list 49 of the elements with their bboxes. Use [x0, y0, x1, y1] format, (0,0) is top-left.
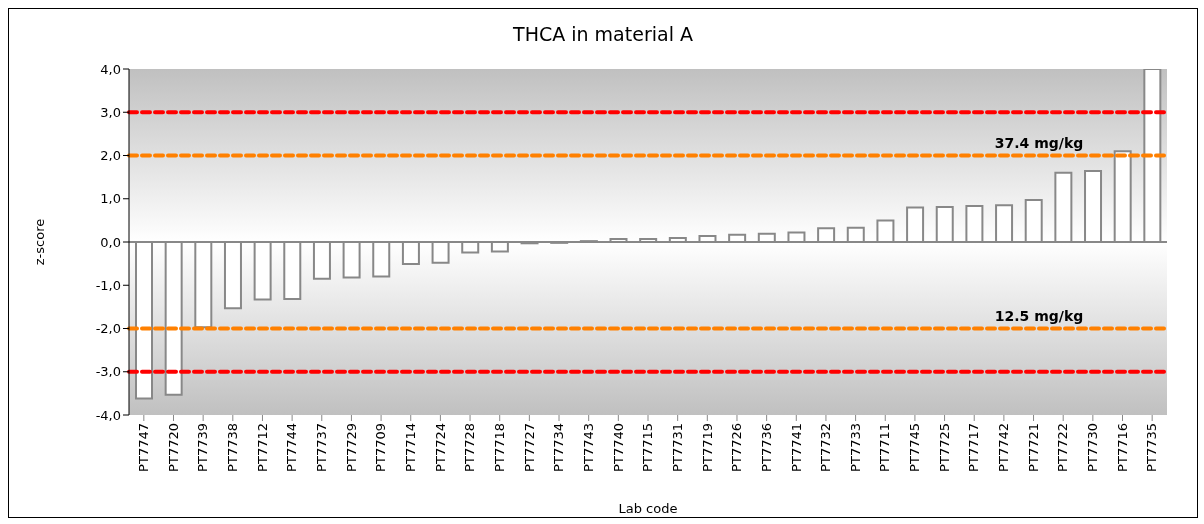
y-tick-label: -1,0: [95, 277, 121, 293]
x-tick-label: PT7747: [136, 423, 152, 472]
x-tick-label: PT7720: [165, 423, 181, 472]
x-tick-label: PT7732: [818, 423, 834, 472]
x-tick-label: PT7743: [580, 423, 596, 472]
annotation: 12.5 mg/kg: [993, 308, 1085, 324]
x-tick-label: PT7736: [758, 423, 774, 472]
y-tick-label: 0,0: [100, 234, 121, 250]
y-tick-label: -2,0: [95, 321, 121, 337]
x-tick-label: PT7730: [1085, 423, 1101, 472]
y-tick-label: 3,0: [100, 104, 121, 120]
x-tick-label: PT7712: [254, 423, 270, 472]
x-tick-label: PT7737: [314, 423, 329, 472]
y-tick-label: 4,0: [100, 61, 121, 77]
x-tick-label: PT7739: [195, 423, 211, 472]
x-tick-label: PT7726: [729, 423, 745, 472]
y-axis-title: z-score: [31, 218, 47, 266]
x-tick-label: PT7742: [996, 423, 1012, 472]
x-axis-title: Lab code: [618, 501, 678, 516]
x-tick-label: PT7744: [284, 423, 300, 472]
annotation: 37.4 mg/kg: [993, 135, 1085, 151]
x-tick-label: PT7740: [610, 423, 626, 472]
x-tick-label: PT7729: [343, 423, 359, 472]
x-tick-label: PT7718: [491, 423, 507, 472]
x-tick-label: PT7725: [936, 423, 952, 472]
x-tick-label: PT7728: [462, 423, 478, 472]
x-tick-label: PT7709: [373, 423, 389, 472]
x-tick-label: PT7715: [640, 423, 656, 472]
x-tick-label: PT7714: [402, 423, 418, 472]
x-tick-label: PT7745: [907, 423, 923, 472]
x-tick-label: PT7727: [521, 423, 537, 472]
x-tick-label: PT7738: [225, 423, 241, 472]
x-tick-label: PT7741: [788, 423, 804, 472]
y-tick-label: 1,0: [100, 191, 121, 207]
y-tick-label: -3,0: [95, 364, 121, 380]
x-tick-label: PT7719: [699, 423, 715, 472]
x-tick-label: PT7734: [551, 423, 567, 472]
y-tick-label: -4,0: [95, 407, 121, 423]
y-tick-label: 2,0: [100, 148, 121, 164]
x-tick-label: PT7724: [432, 423, 448, 472]
x-tick-label: PT7731: [669, 423, 685, 472]
x-tick-label: PT7721: [1025, 423, 1041, 472]
x-tick-label: PT7722: [1055, 423, 1071, 472]
chart-title: THCA in material A: [512, 23, 694, 45]
x-tick-label: PT7716: [1114, 423, 1130, 472]
x-tick-label: PT7735: [1144, 423, 1160, 472]
x-tick-label: PT7711: [877, 423, 893, 472]
x-tick-label: PT7733: [847, 423, 863, 472]
x-tick-label: PT7717: [966, 423, 982, 472]
